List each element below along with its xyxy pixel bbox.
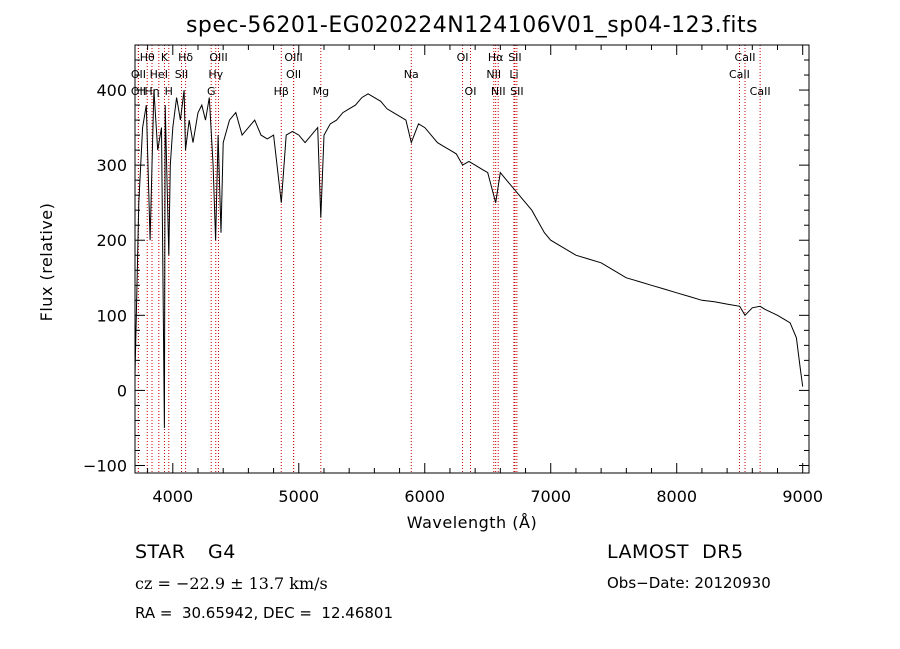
chart-title: spec-56201-EG020224N124106V01_sp04-123.f…	[186, 13, 758, 38]
line-marker-label-23: NII	[491, 85, 506, 98]
object-subclass: G4	[208, 541, 236, 563]
line-marker-label-16: Na	[404, 68, 419, 81]
line-marker-label-11: G	[207, 85, 216, 98]
line-marker-label-27: CaII	[750, 85, 771, 98]
y-tick-label-5: 400	[96, 81, 127, 100]
object-class: STAR	[135, 541, 186, 563]
x-tick-label-2: 6000	[404, 487, 445, 506]
line-marker-label-4: HeI	[150, 68, 168, 81]
line-marker-label-8: Hδ	[178, 51, 193, 64]
x-axis-label: Wavelength (Å)	[407, 513, 537, 532]
x-axis-ticks: 4000 5000 6000 7000 8000 9000	[147, 45, 823, 506]
line-marker-label-12: OIII	[284, 51, 302, 64]
observation-date: Obs−Date: 20120930	[607, 574, 771, 592]
y-axis-ticks: −100 0 100 200 300 400	[83, 59, 809, 475]
line-marker-label-20: SII	[508, 51, 521, 64]
x-tick-label-3: 7000	[530, 487, 571, 506]
line-marker-label-0: Hθ	[140, 51, 155, 64]
line-marker-label-1: OII	[131, 68, 146, 81]
x-tick-label-0: 4000	[152, 487, 193, 506]
line-marker-label-9: OIII	[209, 51, 227, 64]
survey-release: LAMOST DR5	[607, 541, 744, 563]
line-marker-label-6: SII	[175, 68, 188, 81]
y-tick-label-4: 300	[96, 156, 127, 175]
line-marker-label-26: CaII	[729, 68, 750, 81]
line-marker-label-5: Hη	[144, 85, 159, 98]
line-marker-label-25: CaII	[735, 51, 756, 64]
line-marker-label-22: Li	[509, 68, 518, 81]
line-marker-label-15: Mg	[313, 85, 329, 98]
line-marker-label-19: Hα	[488, 51, 504, 64]
line-marker-label-13: OII	[286, 68, 301, 81]
y-tick-label-3: 200	[96, 231, 127, 250]
line-marker-label-10: Hγ	[208, 68, 223, 81]
line-marker-label-17: OI	[457, 51, 469, 64]
plot-frame	[134, 44, 810, 474]
spectrum-line	[135, 90, 804, 428]
y-axis-label: Flux (relative)	[37, 203, 56, 322]
y-tick-label-2: 100	[96, 306, 127, 325]
line-marker-label-24: SII	[510, 85, 523, 98]
x-tick-label-4: 8000	[656, 487, 697, 506]
y-tick-label-0: −100	[83, 456, 127, 475]
redshift-velocity: cz = −22.9 ± 13.7 km/s	[135, 574, 328, 593]
sky-coordinates: RA = 30.65942, DEC = 12.46801	[135, 604, 394, 622]
emission-line-markers	[137, 45, 761, 473]
y-tick-label-1: 0	[117, 381, 127, 400]
line-marker-label-14: Hβ	[274, 85, 289, 98]
x-tick-label-5: 9000	[782, 487, 823, 506]
line-marker-label-3: K	[161, 51, 169, 64]
line-marker-label-18: OI	[465, 85, 477, 98]
x-tick-label-1: 5000	[278, 487, 319, 506]
line-marker-label-21: NII	[486, 68, 501, 81]
line-marker-label-7: H	[165, 85, 173, 98]
